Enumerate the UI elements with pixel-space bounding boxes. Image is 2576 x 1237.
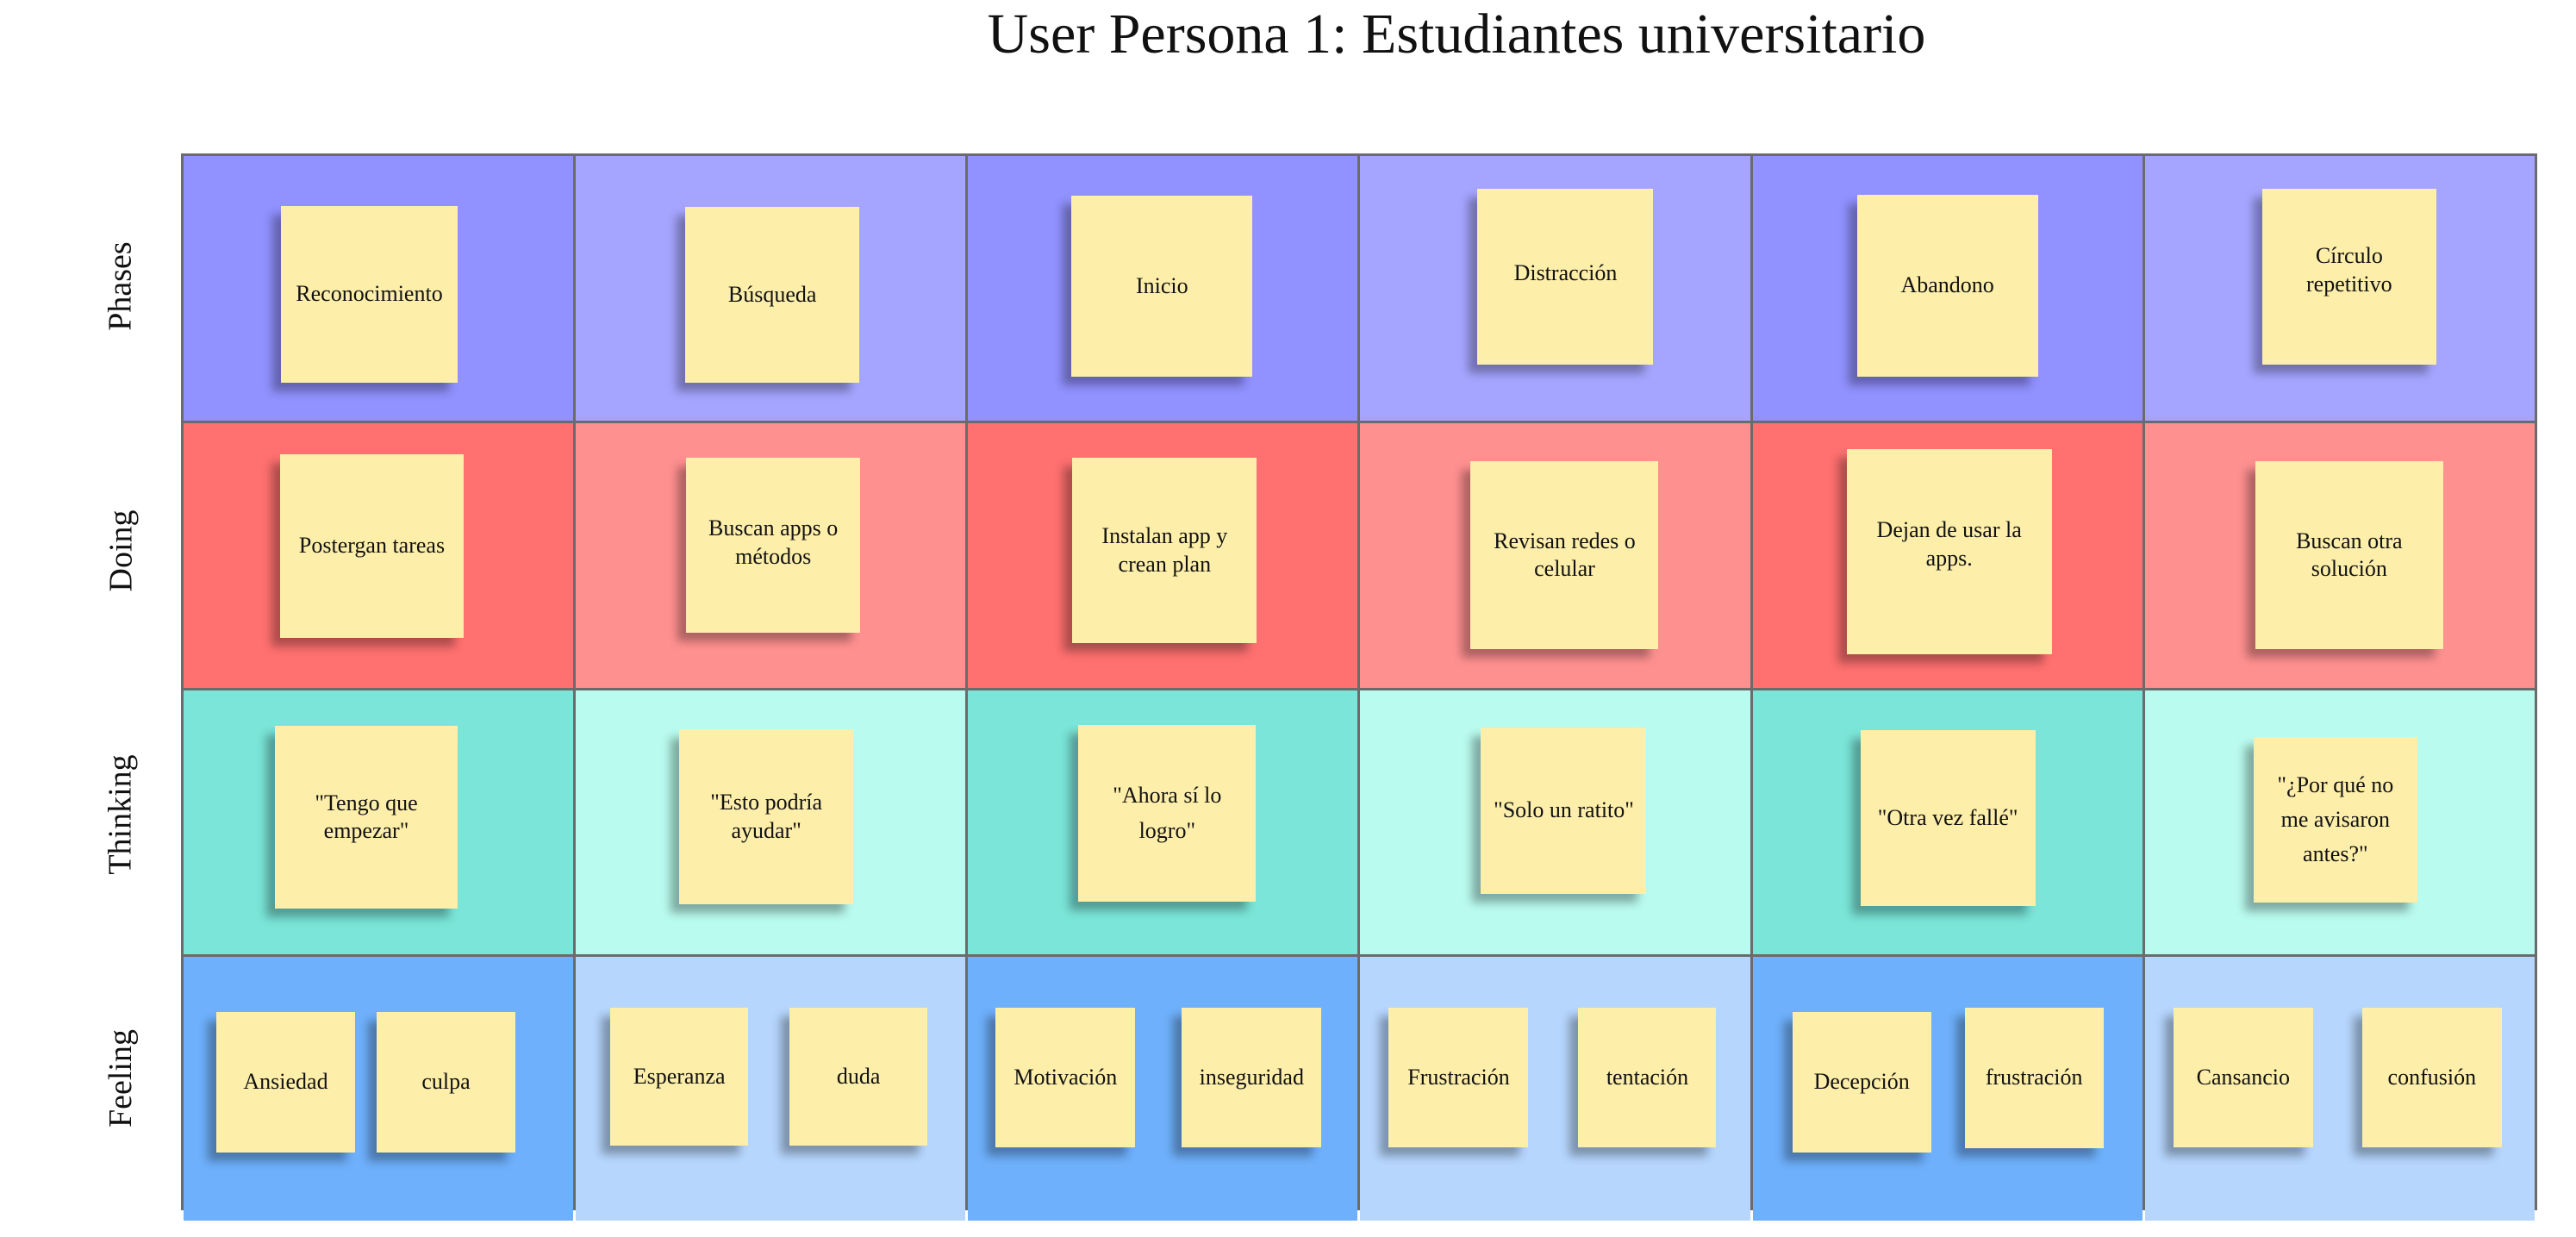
sticky-note[interactable]: Buscan otra solución — [2255, 461, 2443, 649]
sticky-note[interactable]: Reconocimiento — [281, 206, 458, 383]
sticky-note[interactable]: Cansancio — [2173, 1008, 2313, 1147]
doing-cell-3: Instalan app y crean plan — [968, 423, 1358, 688]
doing-cell-4: Revisan redes o celular — [1360, 423, 1750, 688]
phases-cell-5: Abandono — [1752, 156, 2143, 421]
sticky-note[interactable]: Círculo repetitivo — [2261, 189, 2436, 365]
thinking-cell-5: "Otra vez fallé" — [1752, 690, 2143, 954]
sticky-note[interactable]: "Ahora sí lo logro" — [1078, 725, 1257, 902]
thinking-cell-1: "Tengo que empezar" — [184, 690, 574, 954]
row-label-thinking-wrap: Thinking — [69, 683, 172, 946]
page-title: User Persona 1: Estudiantes universitari… — [987, 3, 1926, 66]
sticky-note[interactable]: Buscan apps o métodos — [686, 458, 861, 633]
thinking-cell-3: "Ahora sí lo logro" — [968, 690, 1358, 954]
thinking-cell-6: "¿Por qué no me avisaron antes?" — [2144, 690, 2535, 954]
sticky-note[interactable]: Abandono — [1856, 195, 2038, 377]
row-label-doing: Doing — [103, 509, 139, 591]
sticky-note[interactable]: confusión — [2361, 1008, 2502, 1147]
row-label-feeling-wrap: Feeling — [69, 946, 172, 1210]
sticky-note[interactable]: tentación — [1578, 1008, 1717, 1147]
sticky-note[interactable]: Esperanza — [610, 1008, 749, 1146]
journey-map-grid: Reconocimiento Búsqueda Inicio Distracci… — [181, 153, 2537, 1221]
feeling-cell-2: Esperanza duda — [576, 957, 966, 1221]
thinking-cell-2: "Esto podría ayudar" — [576, 690, 966, 954]
row-label-phases-wrap: Phases — [69, 153, 172, 418]
feeling-cell-1: Ansiedad culpa — [184, 957, 574, 1221]
phases-cell-4: Distracción — [1360, 156, 1750, 421]
sticky-note[interactable]: Revisan redes o celular — [1470, 461, 1659, 649]
doing-cell-6: Buscan otra solución — [2144, 423, 2535, 688]
row-label-feeling: Feeling — [102, 1029, 139, 1128]
doing-cell-2: Buscan apps o métodos — [576, 423, 966, 688]
row-label-phases: Phases — [102, 241, 139, 331]
sticky-note[interactable]: Ansiedad — [216, 1012, 355, 1153]
row-label-thinking: Thinking — [103, 754, 140, 875]
sticky-note[interactable]: Instalan app y crean plan — [1072, 458, 1257, 643]
sticky-note[interactable]: Postergan tareas — [280, 454, 464, 638]
sticky-note[interactable]: frustración — [1964, 1008, 2104, 1148]
sticky-note[interactable]: "¿Por qué no me avisaron antes?" — [2253, 737, 2417, 903]
sticky-note[interactable]: Inicio — [1071, 196, 1253, 377]
sticky-note[interactable]: "Tengo que empezar" — [275, 726, 458, 909]
row-label-doing-wrap: Doing — [69, 418, 172, 683]
feeling-cell-5: Decepción frustración — [1752, 957, 2143, 1221]
sticky-note[interactable]: Distracción — [1477, 189, 1654, 365]
sticky-note[interactable]: Dejan de usar la apps. — [1846, 449, 2052, 654]
sticky-note[interactable]: inseguridad — [1182, 1008, 1322, 1147]
sticky-note[interactable]: "Solo un ratito" — [1481, 728, 1647, 894]
sticky-note[interactable]: Búsqueda — [685, 207, 860, 383]
thinking-cell-4: "Solo un ratito" — [1360, 690, 1750, 954]
phases-cell-1: Reconocimiento — [184, 156, 574, 421]
phases-cell-2: Búsqueda — [576, 156, 966, 421]
feeling-cell-6: Cansancio confusión — [2144, 957, 2535, 1221]
doing-cell-5: Dejan de usar la apps. — [1752, 423, 2143, 688]
phases-cell-3: Inicio — [968, 156, 1358, 421]
sticky-note[interactable]: culpa — [377, 1012, 515, 1153]
sticky-note[interactable]: duda — [789, 1008, 928, 1146]
sticky-note[interactable]: Motivación — [995, 1008, 1136, 1147]
sticky-note[interactable]: Decepción — [1792, 1012, 1931, 1153]
sticky-note[interactable]: Frustración — [1388, 1008, 1529, 1147]
doing-cell-1: Postergan tareas — [184, 423, 574, 688]
phases-cell-6: Círculo repetitivo — [2144, 156, 2535, 421]
sticky-note[interactable]: "Otra vez fallé" — [1860, 730, 2036, 906]
feeling-cell-3: Motivación inseguridad — [968, 957, 1358, 1221]
sticky-note[interactable]: "Esto podría ayudar" — [679, 729, 854, 904]
feeling-cell-4: Frustración tentación — [1360, 957, 1750, 1221]
